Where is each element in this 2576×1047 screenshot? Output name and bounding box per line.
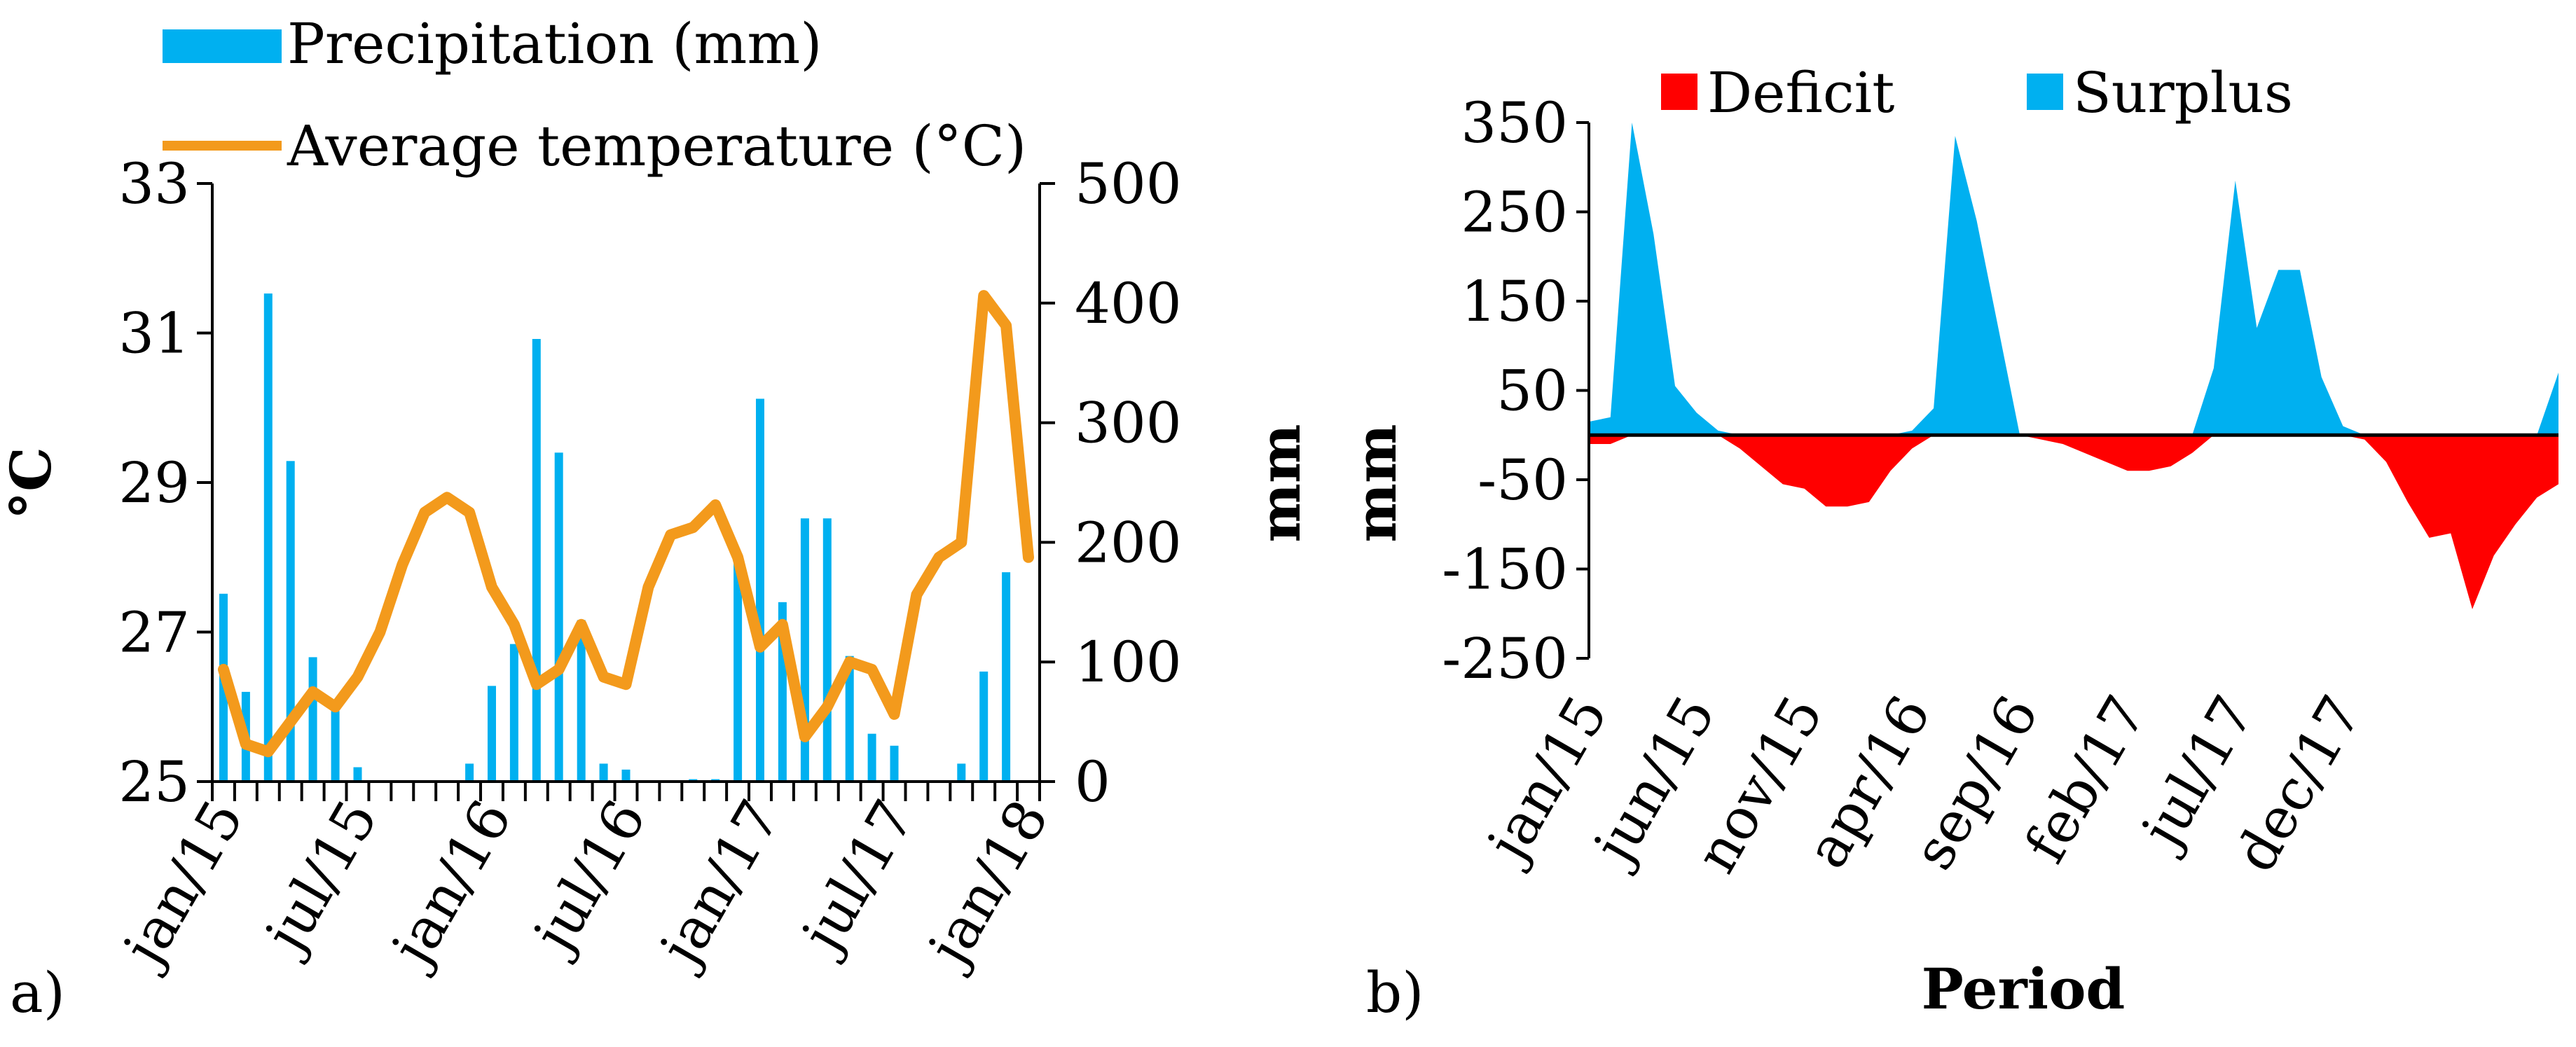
precip-bar-apr/17	[822, 518, 832, 782]
legend-surplus-label: Surplus	[2073, 60, 2293, 125]
left-tick-label: 31	[118, 301, 190, 366]
precip-bar-may/15	[308, 657, 317, 782]
precip-bar-feb/16	[509, 644, 518, 782]
precip-bars	[219, 293, 1011, 782]
panel-a-temperature-precipitation-chart: Precipitation (mm) Average temperature (…	[0, 11, 1313, 1025]
precip-bar-nov/17	[979, 671, 989, 782]
legend-precip-swatch	[163, 29, 282, 63]
x-axis-title: Period	[1922, 956, 2126, 1022]
precip-bar-jul/16	[621, 769, 631, 782]
precip-bar-jan/17	[756, 398, 764, 782]
precip-bar-apr/15	[286, 461, 295, 782]
y-tick-label: -50	[1478, 448, 1568, 513]
left-axis-title: °C	[0, 447, 64, 520]
y-tick-label: 50	[1496, 359, 1568, 424]
right-tick-label: 0	[1075, 749, 1110, 814]
y-tick-label: 350	[1461, 90, 1568, 155]
precip-bar-jan/16	[488, 686, 496, 782]
legend-surplus-swatch	[2027, 74, 2063, 110]
temperature-line	[218, 290, 1034, 758]
precip-bar-mar/16	[532, 339, 541, 782]
precip-bar-jul/15	[353, 767, 362, 782]
right-tick-label: 300	[1075, 391, 1182, 456]
x-tick-label: jul/15	[250, 789, 390, 966]
left-tick-label: 29	[118, 450, 190, 515]
right-tick-label: 100	[1075, 630, 1182, 695]
x-tick-label: jan/15	[109, 789, 256, 980]
x-tick-label: jul/16	[518, 789, 659, 966]
precip-bar-dec/16	[733, 554, 743, 782]
x-tick-label: jan/17	[645, 789, 793, 980]
y-tick-label: 250	[1461, 180, 1568, 245]
precip-bar-may/17	[845, 656, 854, 782]
panel-b-label: b)	[1366, 960, 1424, 1025]
y-tick-label: -250	[1442, 626, 1568, 691]
legend-precip-label: Precipitation (mm)	[287, 11, 822, 76]
x-tick-label: jan/16	[377, 789, 525, 980]
surplus-area	[1589, 123, 2558, 436]
precip-bar-jun/15	[331, 711, 340, 782]
legend-deficit-label: Deficit	[1707, 60, 1894, 125]
y-tick-label: 150	[1461, 269, 1568, 334]
precip-bar-jun/16	[599, 763, 608, 782]
precip-bar-apr/16	[554, 452, 563, 782]
deficit-area	[1589, 435, 2558, 609]
precip-bar-jun/17	[867, 733, 876, 782]
x-tick-label: jul/17	[787, 789, 927, 966]
precip-bar-jul/17	[890, 745, 899, 782]
precip-bar-may/16	[577, 620, 586, 782]
right-axis-title: mm	[1247, 424, 1313, 542]
panel-a-label: a)	[10, 960, 65, 1025]
panel-b-water-balance-chart: Deficit Surplus 35025015050-50-150-250ja…	[1343, 60, 2558, 1025]
y-tick-label: -150	[1442, 537, 1568, 602]
precip-bar-dec/17	[1002, 572, 1011, 782]
legend-temp-label: Average temperature (°C)	[287, 113, 1026, 179]
right-tick-label: 400	[1075, 271, 1182, 336]
precip-bar-mar/15	[263, 293, 273, 782]
precip-bar-dec/15	[465, 763, 474, 782]
right-tick-label: 500	[1075, 151, 1182, 216]
right-tick-label: 200	[1075, 510, 1182, 575]
precip-bar-oct/17	[957, 763, 966, 782]
left-tick-label: 27	[118, 600, 190, 665]
left-tick-label: 33	[118, 151, 190, 216]
legend-deficit-swatch	[1661, 74, 1697, 110]
x-tick-label: jan/18	[914, 789, 1061, 980]
left-tick-label: 25	[118, 749, 190, 814]
y-axis-title: mm	[1343, 424, 1409, 542]
